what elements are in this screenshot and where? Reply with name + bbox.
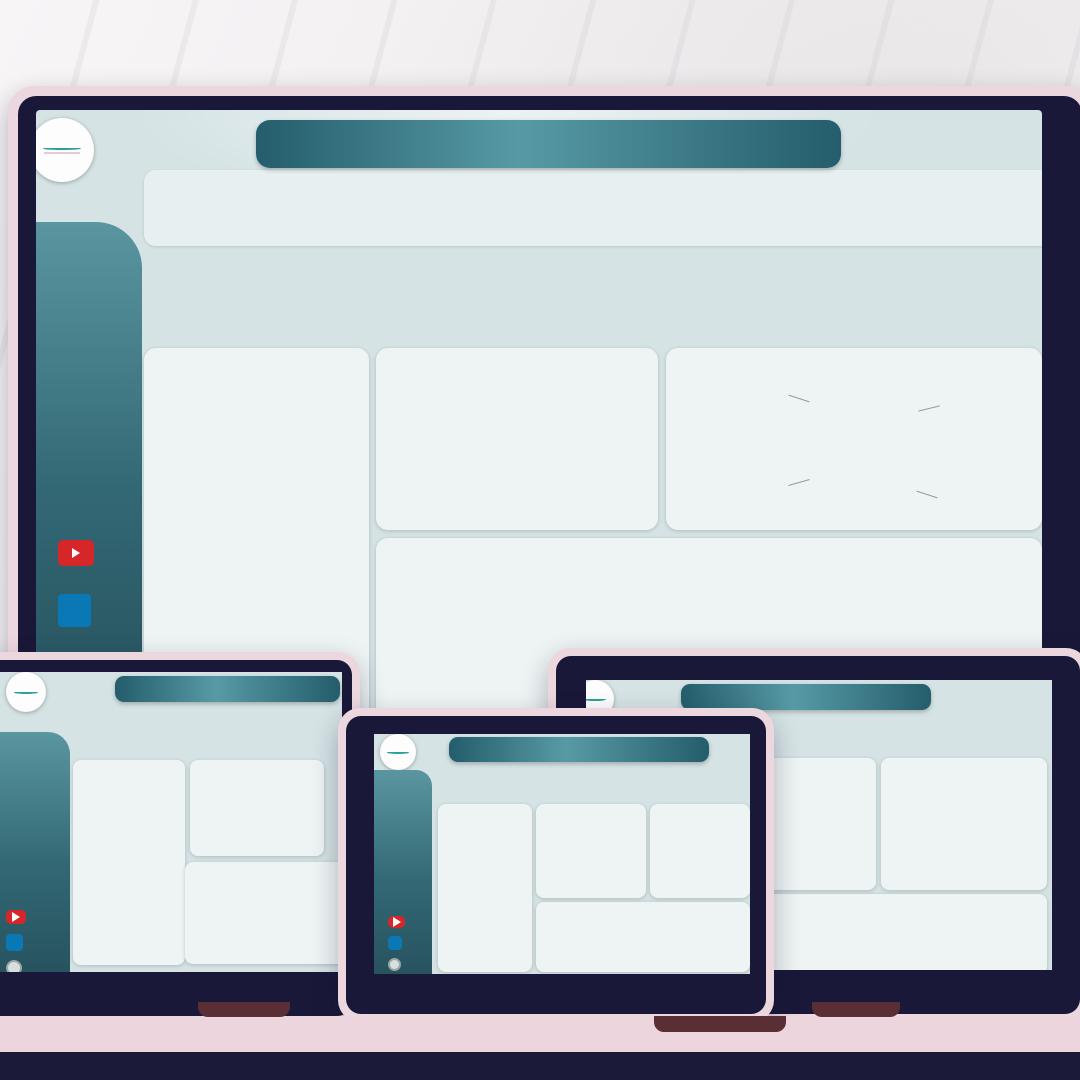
chart-title	[536, 902, 750, 905]
chart-attendance-by-organizer	[73, 760, 185, 965]
donut-chart	[786, 382, 926, 522]
chart-duration-treemap	[881, 758, 1047, 890]
chart-title	[73, 760, 185, 765]
chart-title	[736, 894, 1047, 898]
chart-title	[376, 538, 1042, 546]
youtube-icon[interactable]	[6, 910, 26, 924]
dashboard-overview-screen	[36, 110, 1042, 710]
time-based-screen	[0, 672, 342, 972]
chart-completed-pct-by-location	[650, 804, 750, 898]
donut-hole	[817, 413, 895, 491]
gauge-arc	[396, 390, 608, 496]
chart-completed-by-department	[736, 894, 1047, 970]
chart-duration-by-meeting-type	[185, 862, 342, 964]
laptop-hinge-notch	[198, 1002, 290, 1017]
chart-title	[536, 804, 646, 808]
leader-line	[788, 394, 810, 403]
chart-title	[185, 862, 342, 867]
leader-line	[918, 405, 940, 412]
sidebar	[374, 770, 432, 974]
laptop-bezel	[346, 716, 766, 1014]
ngt-logo	[380, 734, 416, 770]
gauge-hole	[436, 430, 568, 496]
location-screen	[374, 734, 750, 974]
sidebar	[0, 732, 70, 972]
linkedin-icon[interactable]	[6, 934, 23, 951]
leader-line	[916, 490, 938, 499]
chart-title	[376, 348, 658, 357]
chart-completed-bookings-gauge	[376, 348, 658, 530]
laptop-hinge-notch	[654, 1016, 786, 1032]
chart-title	[144, 348, 369, 357]
chart-title	[438, 804, 532, 808]
page-banner	[449, 737, 709, 762]
laptop-hinge-notch	[812, 1002, 900, 1017]
logo-swash-icon	[42, 147, 82, 150]
ngt-logo	[36, 118, 94, 182]
globe-icon[interactable]	[388, 958, 401, 971]
filter-panel	[144, 170, 1042, 246]
chart-title	[650, 804, 750, 808]
page-banner	[681, 684, 931, 710]
chart-bookings-by-status	[666, 348, 1042, 530]
donut-chart	[674, 828, 728, 882]
laptop-location	[338, 708, 774, 1022]
sidebar	[36, 222, 142, 710]
chart-duration-by-location	[536, 804, 646, 898]
chart-title	[881, 758, 1047, 762]
chart-title	[190, 760, 324, 764]
chart-bookings-by-location	[438, 804, 532, 972]
youtube-icon[interactable]	[58, 540, 94, 566]
laptop-base-shadow	[0, 1052, 1080, 1080]
chart-completed-by-meeting-type	[144, 348, 369, 710]
logo-tagline	[44, 151, 80, 154]
laptop-base-strip	[0, 1016, 1080, 1056]
youtube-icon[interactable]	[388, 916, 405, 928]
donut-hole	[686, 840, 716, 870]
chart-title	[666, 348, 1042, 357]
chart-attendance-by-location	[536, 902, 750, 972]
chart-duration-by-organizer	[190, 760, 324, 856]
linkedin-icon[interactable]	[58, 594, 91, 627]
dashboard-banner	[256, 120, 841, 168]
laptop-bezel	[0, 660, 352, 1016]
laptop-time-based	[0, 652, 360, 1024]
treemap	[885, 776, 1043, 886]
globe-icon[interactable]	[6, 960, 22, 972]
ngt-logo	[6, 672, 46, 712]
linkedin-icon[interactable]	[388, 936, 402, 950]
page-banner	[115, 676, 340, 702]
